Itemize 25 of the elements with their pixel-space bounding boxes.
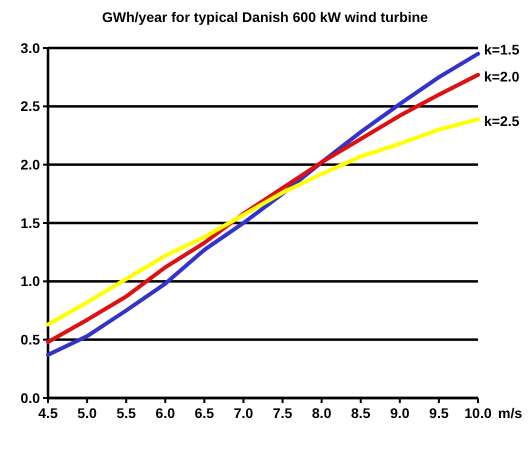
series-label: k=1.5	[484, 42, 520, 58]
x-axis-title: m/s	[498, 405, 522, 421]
line-series	[46, 117, 480, 326]
x-tick-label: 10.0	[464, 405, 492, 421]
x-tick-label: 8.5	[350, 405, 371, 421]
x-tick-label: 7.5	[272, 405, 292, 421]
x-tick-label: 6.0	[156, 405, 176, 421]
x-tick-label: 8.0	[312, 405, 332, 421]
x-tick-label: 4.5	[38, 405, 58, 421]
y-tick-label: 1.5	[20, 214, 40, 231]
x-tick-label: 7.0	[234, 405, 254, 421]
chart-title: GWh/year for typical Danish 600 kW wind turbine	[102, 9, 428, 25]
y-tick-label: 2.0	[20, 156, 40, 173]
x-tick-label: 9.5	[429, 405, 449, 421]
y-tick-label: 1.0	[20, 273, 40, 290]
y-tick-label: 0.0	[20, 390, 40, 406]
y-tick-label: 0.5	[20, 332, 40, 348]
y-tick-label: 3.0	[20, 40, 40, 56]
series-label: k=2.5	[484, 113, 520, 130]
x-tick-label: 5.5	[116, 405, 136, 421]
x-tick-label: 5.0	[77, 405, 98, 421]
x-tick-label: 6.5	[194, 405, 214, 421]
y-tick-label: 2.5	[20, 98, 40, 114]
x-tick-label: 9.0	[390, 405, 410, 421]
series-label: k=2.0	[484, 68, 520, 85]
